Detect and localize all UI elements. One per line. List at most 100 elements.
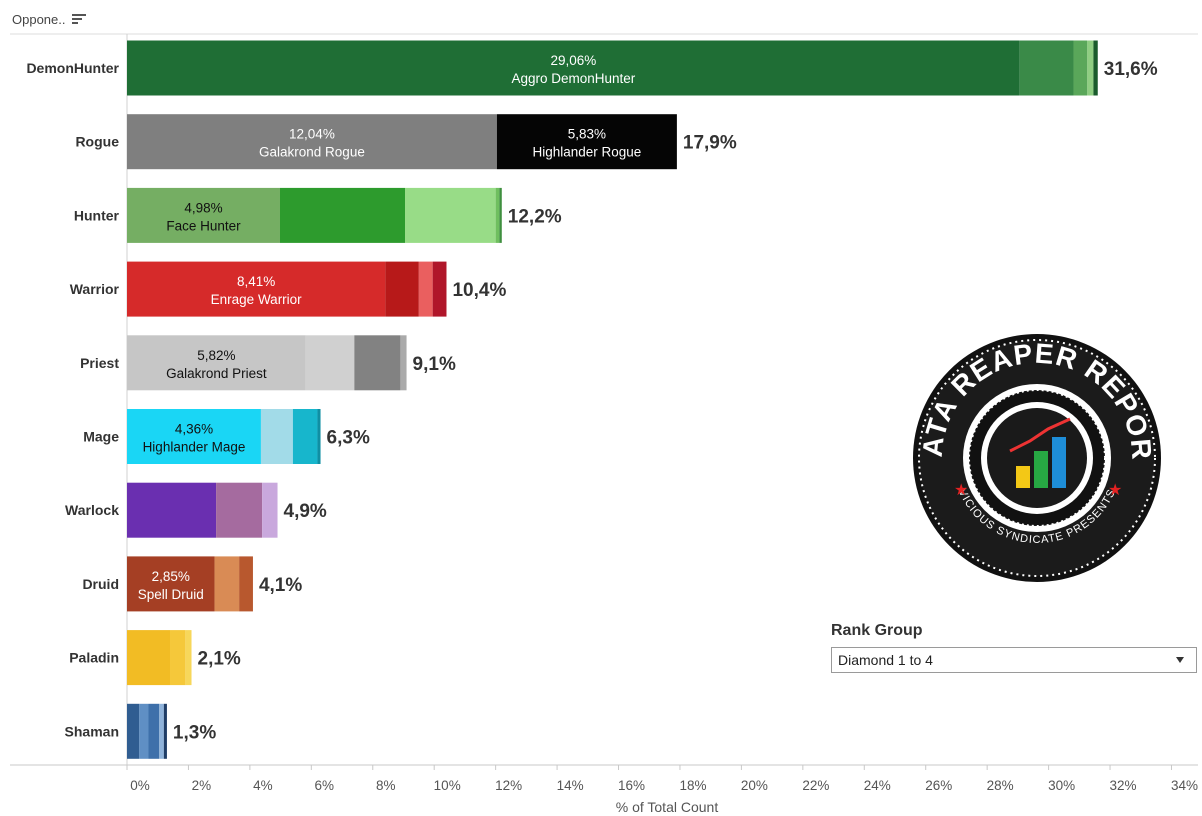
segment-value-label: 5,82%	[197, 348, 235, 363]
bar-segment[interactable]	[139, 703, 149, 759]
x-tick-label: 22%	[802, 778, 829, 793]
segment-value-label: 4,98%	[184, 200, 222, 215]
segment-archetype-label: Aggro DemonHunter	[511, 71, 635, 86]
x-tick-label: 24%	[864, 778, 891, 793]
bar-segment[interactable]	[127, 40, 1020, 96]
bar-segment[interactable]	[499, 187, 502, 243]
bar-segment[interactable]	[216, 482, 263, 538]
bar-total-label: 12,2%	[508, 206, 562, 227]
segment-value-label: 2,85%	[152, 569, 190, 584]
x-tick-label: 4%	[253, 778, 273, 793]
category-label: Rogue	[75, 134, 119, 150]
bar-segment[interactable]	[127, 187, 280, 243]
bar-segment[interactable]	[418, 261, 433, 317]
bar-segment[interactable]	[127, 703, 140, 759]
bar-segment[interactable]	[495, 187, 500, 243]
segment-archetype-label: Enrage Warrior	[211, 292, 303, 307]
bar-segment[interactable]	[432, 261, 447, 317]
bar-segment[interactable]	[159, 703, 164, 759]
bar-total-label: 4,9%	[284, 501, 327, 522]
bar-segment[interactable]	[279, 187, 406, 243]
bar-segment[interactable]	[127, 482, 217, 538]
x-tick-label: 34%	[1171, 778, 1198, 793]
bar-segment[interactable]	[127, 556, 215, 612]
x-tick-label: 14%	[557, 778, 584, 793]
bar-segment[interactable]	[170, 630, 186, 686]
x-tick-label: 26%	[925, 778, 952, 793]
category-label: DemonHunter	[26, 60, 119, 76]
field-label: Oppone..	[12, 11, 66, 27]
rank-group-title: Rank Group	[831, 622, 923, 639]
segment-archetype-label: Galakrond Priest	[166, 366, 267, 381]
x-tick-label: 18%	[679, 778, 706, 793]
x-tick-label: 2%	[192, 778, 212, 793]
x-tick-label: 0%	[130, 778, 150, 793]
x-tick-label: 20%	[741, 778, 768, 793]
bar-segment[interactable]	[1019, 40, 1074, 96]
segment-archetype-label: Galakrond Rogue	[259, 145, 365, 160]
bar-total-label: 4,1%	[259, 575, 302, 596]
segment-value-label: 29,06%	[550, 53, 596, 68]
svg-text:★: ★	[954, 482, 968, 499]
category-label: Priest	[80, 355, 119, 371]
segment-archetype-label: Spell Druid	[138, 587, 204, 602]
x-axis-title: % of Total Count	[616, 799, 719, 815]
x-tick-label: 10%	[434, 778, 461, 793]
segment-archetype-label: Highlander Rogue	[532, 145, 641, 160]
bar-segment[interactable]	[214, 556, 240, 612]
bar-segment[interactable]	[127, 630, 171, 686]
bar-total-label: 6,3%	[327, 428, 370, 449]
x-tick-label: 8%	[376, 778, 396, 793]
bar-segment[interactable]	[262, 482, 278, 538]
field-header: Oppone..	[12, 8, 86, 30]
category-label: Shaman	[65, 723, 119, 739]
bar-segment[interactable]	[260, 409, 293, 464]
bar-segment[interactable]	[354, 335, 401, 391]
bar-segment[interactable]	[292, 409, 318, 464]
x-tick-label: 32%	[1110, 778, 1137, 793]
bar-segment[interactable]	[1073, 40, 1088, 96]
segment-value-label: 5,83%	[568, 127, 606, 142]
data-reaper-report-logo: DATA REAPER REPORT VICIOUS SYNDICATE PRE…	[901, 308, 1162, 583]
bar-segment[interactable]	[239, 556, 253, 612]
bar-segment[interactable]	[127, 335, 306, 391]
chevron-down-icon[interactable]	[1176, 657, 1184, 663]
bar-segment[interactable]	[148, 703, 160, 759]
category-label: Hunter	[74, 207, 120, 223]
bar-segment[interactable]	[185, 630, 192, 686]
bar-segment[interactable]	[1087, 40, 1094, 96]
bar-segment[interactable]	[163, 703, 167, 759]
bar-segment[interactable]	[305, 335, 355, 391]
rank-group-dropdown[interactable]: Diamond 1 to 4	[831, 647, 1197, 673]
bar-total-label: 10,4%	[452, 280, 506, 301]
bar-total-label: 31,6%	[1104, 59, 1158, 80]
category-label: Warlock	[65, 502, 119, 518]
bar-segment[interactable]	[1093, 40, 1098, 96]
category-label: Warrior	[70, 281, 120, 297]
bar-segment[interactable]	[405, 187, 496, 243]
category-label: Paladin	[69, 650, 119, 666]
category-label: Mage	[83, 429, 119, 445]
x-tick-label: 16%	[618, 778, 645, 793]
sort-descending-icon[interactable]	[71, 13, 86, 25]
x-tick-label: 6%	[315, 778, 335, 793]
bar-segment[interactable]	[127, 261, 386, 317]
bar-segment[interactable]	[127, 114, 497, 170]
bar-total-label: 9,1%	[413, 354, 456, 375]
x-tick-label: 30%	[1048, 778, 1075, 793]
bar-total-label: 17,9%	[683, 133, 737, 154]
segment-value-label: 12,04%	[289, 127, 335, 142]
segment-archetype-label: Face Hunter	[166, 218, 241, 233]
category-label: Druid	[82, 576, 119, 592]
bar-segment[interactable]	[400, 335, 407, 391]
x-tick-label: 28%	[987, 778, 1014, 793]
bar-segment[interactable]	[317, 409, 321, 464]
bar-segment[interactable]	[385, 261, 419, 317]
bar-total-label: 2,1%	[198, 649, 241, 670]
segment-value-label: 8,41%	[237, 274, 275, 289]
svg-text:★: ★	[1108, 482, 1122, 499]
bar-segment[interactable]	[496, 114, 677, 170]
bar-segment[interactable]	[127, 409, 261, 464]
bar-total-label: 1,3%	[173, 722, 216, 743]
